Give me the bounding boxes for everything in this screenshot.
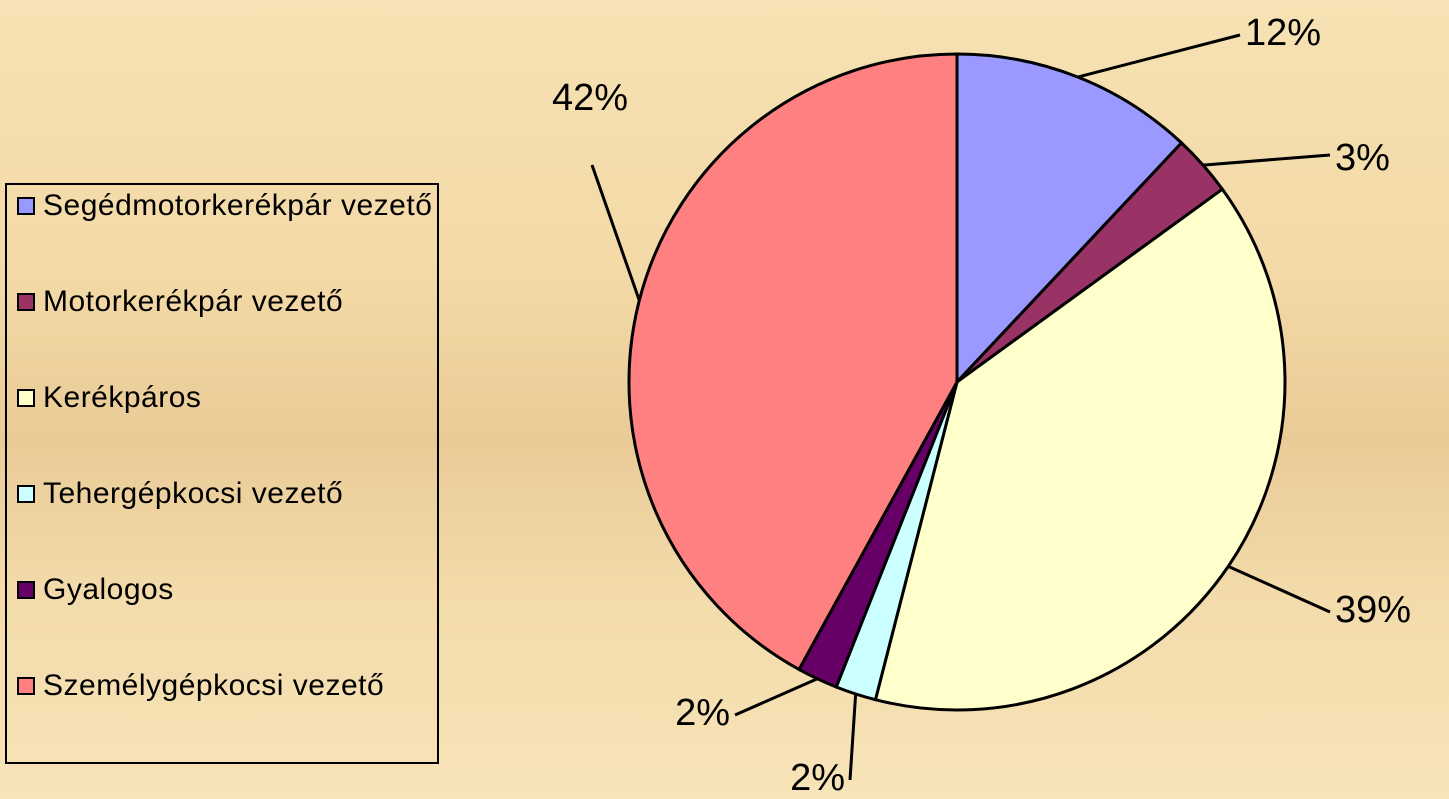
data-label: 2% bbox=[675, 692, 730, 734]
leader-line bbox=[1078, 35, 1240, 77]
data-label: 2% bbox=[790, 757, 845, 799]
chart: 12% 3% 39% 2% 2% 42% bbox=[0, 0, 1449, 799]
leader-line bbox=[1228, 566, 1330, 612]
leader-line bbox=[592, 165, 639, 300]
data-label: 42% bbox=[552, 77, 628, 119]
leader-line bbox=[850, 694, 856, 780]
leader-line bbox=[1203, 155, 1330, 165]
page: Segédmotorkerékpár vezetőMotorkerékpár v… bbox=[0, 0, 1449, 799]
data-label: 3% bbox=[1335, 137, 1390, 179]
leader-line bbox=[735, 679, 817, 715]
data-label: 12% bbox=[1245, 12, 1321, 54]
data-label: 39% bbox=[1335, 589, 1411, 631]
